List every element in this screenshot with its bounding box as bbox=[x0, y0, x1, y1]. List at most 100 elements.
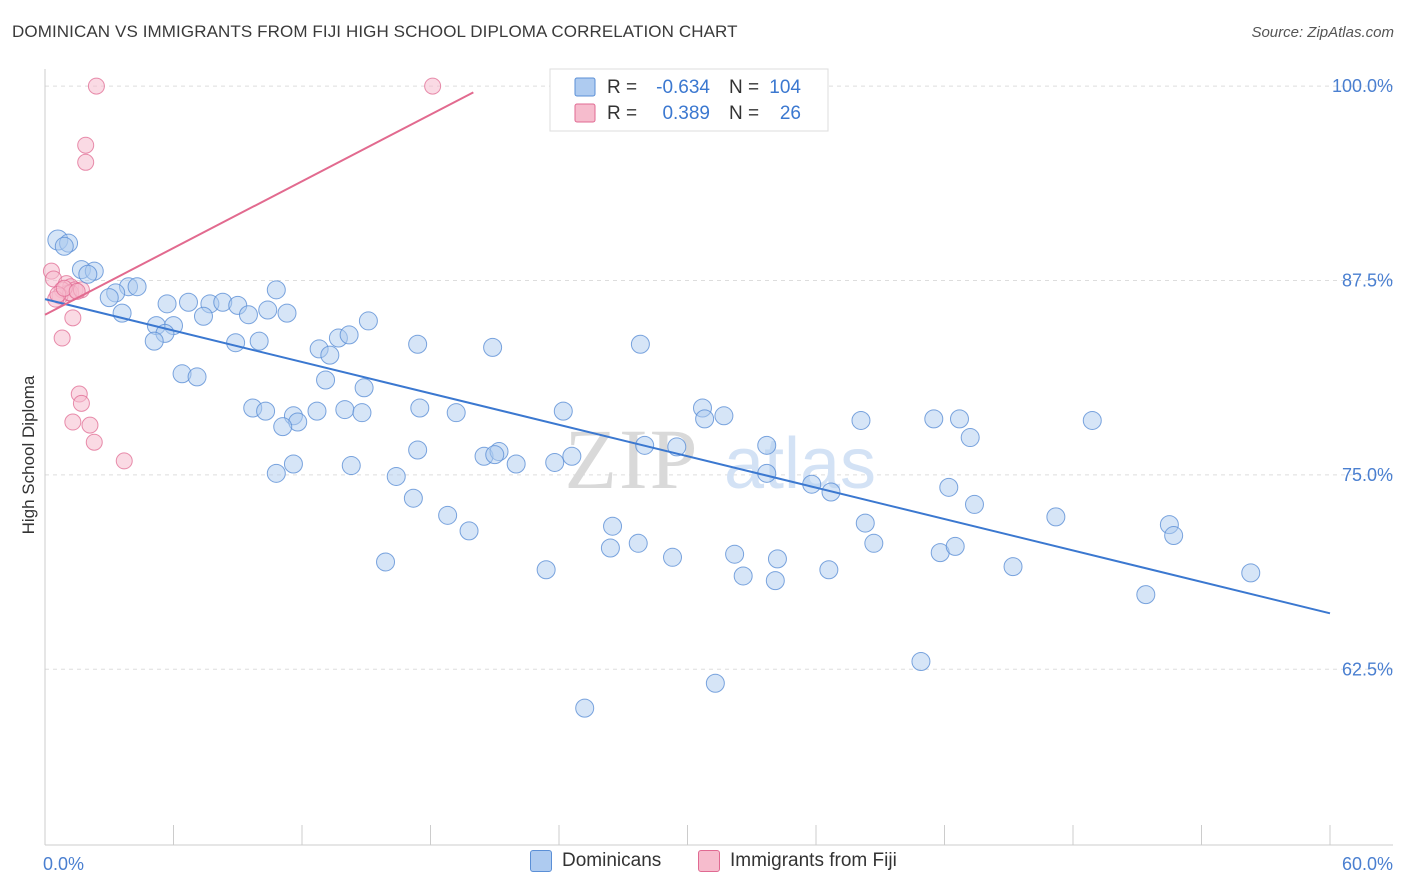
fiji-point bbox=[77, 153, 95, 171]
dominican-point bbox=[725, 544, 745, 564]
dominican-point bbox=[54, 236, 74, 256]
watermark-zip: ZIP bbox=[565, 411, 700, 507]
dominican-point bbox=[386, 466, 406, 486]
dominican-point bbox=[767, 549, 787, 569]
dominican-point bbox=[714, 406, 734, 426]
legend-item-dominicans[interactable]: Dominicans bbox=[530, 850, 661, 872]
dominican-point bbox=[1164, 526, 1184, 546]
dominican-point bbox=[307, 401, 327, 421]
dominican-point bbox=[178, 292, 198, 312]
dominican-trend-line bbox=[44, 298, 1331, 615]
dominican-point bbox=[663, 547, 683, 567]
dominican-point bbox=[964, 494, 984, 514]
dominican-point bbox=[277, 303, 297, 323]
dominican-point bbox=[266, 280, 286, 300]
legend-swatch-fiji bbox=[698, 850, 720, 872]
dominican-point bbox=[1082, 410, 1102, 430]
dominican-point bbox=[603, 516, 623, 536]
fiji-point bbox=[72, 394, 90, 412]
legend-r-value-1: -0.634 bbox=[656, 77, 710, 98]
fiji-point bbox=[85, 433, 103, 451]
chart-title: DOMINICAN VS IMMIGRANTS FROM FIJI HIGH S… bbox=[12, 22, 738, 41]
source-label: Source: ZipAtlas.com bbox=[1251, 24, 1394, 41]
dominican-point bbox=[628, 533, 648, 553]
dominican-point bbox=[335, 400, 355, 420]
legend-n-value-2: 26 bbox=[780, 103, 801, 124]
dominican-point bbox=[283, 454, 303, 474]
dominican-point bbox=[226, 333, 246, 353]
dominican-point bbox=[757, 435, 777, 455]
dominican-point bbox=[483, 337, 503, 357]
dominican-point bbox=[695, 409, 715, 429]
trend-lines bbox=[44, 91, 1331, 615]
dominican-point bbox=[438, 505, 458, 525]
dominican-point bbox=[1241, 563, 1261, 583]
dominican-point bbox=[705, 673, 725, 693]
y-axis-label: High School Diploma bbox=[19, 375, 38, 534]
legend-n-value-1: 104 bbox=[769, 77, 801, 98]
fiji-point bbox=[424, 77, 442, 95]
dominican-point bbox=[358, 311, 378, 331]
dominican-point bbox=[266, 463, 286, 483]
dominican-point bbox=[273, 417, 293, 437]
dominican-point bbox=[238, 305, 258, 325]
dominican-point bbox=[316, 370, 336, 390]
legend-n-label-1: N = bbox=[729, 77, 759, 98]
dominican-point bbox=[408, 440, 428, 460]
dominican-point bbox=[949, 409, 969, 429]
dominican-point bbox=[144, 331, 164, 351]
dominican-point bbox=[851, 410, 871, 430]
dominican-point bbox=[855, 513, 875, 533]
x-tick-label-max: 60.0% bbox=[1342, 854, 1393, 874]
x-tick-labels: 0.0% 60.0% bbox=[43, 854, 1393, 874]
dominican-point bbox=[341, 456, 361, 476]
dominican-point bbox=[536, 560, 556, 580]
fiji-points bbox=[42, 77, 442, 470]
dominican-point bbox=[352, 403, 372, 423]
gridlines bbox=[45, 85, 1393, 670]
dominican-point bbox=[945, 536, 965, 556]
dominican-point bbox=[600, 538, 620, 558]
series-legend: Dominicans Immigrants from Fiji bbox=[0, 850, 1406, 880]
fiji-point bbox=[64, 413, 82, 431]
dominican-point bbox=[403, 488, 423, 508]
dominican-point bbox=[545, 452, 565, 472]
dominican-point bbox=[667, 437, 687, 457]
fiji-trend-line bbox=[44, 91, 474, 316]
dominican-point bbox=[193, 306, 213, 326]
dominican-point bbox=[249, 331, 269, 351]
dominican-point bbox=[1003, 557, 1023, 577]
dominican-point bbox=[410, 398, 430, 418]
dominican-point bbox=[733, 566, 753, 586]
watermark-atlas: atlas bbox=[724, 424, 876, 504]
dominican-point bbox=[506, 454, 526, 474]
legend-label-fiji: Immigrants from Fiji bbox=[730, 850, 897, 871]
dominican-point bbox=[127, 277, 147, 297]
legend-swatch-pink bbox=[574, 103, 596, 123]
dominican-point bbox=[575, 698, 595, 718]
dominican-point bbox=[354, 378, 374, 398]
dominican-point bbox=[78, 264, 98, 284]
stats-legend: R = -0.634 N = 104 R = 0.389 N = 26 bbox=[549, 68, 829, 132]
axes bbox=[44, 69, 1393, 846]
fiji-point bbox=[77, 136, 95, 154]
legend-r-value-2: 0.389 bbox=[662, 103, 710, 124]
dominican-point bbox=[157, 294, 177, 314]
legend-item-fiji[interactable]: Immigrants from Fiji bbox=[698, 850, 897, 872]
dominican-point bbox=[562, 446, 582, 466]
dominican-point bbox=[408, 334, 428, 354]
legend-r-label-2: R = bbox=[607, 103, 637, 124]
dominican-point bbox=[99, 288, 119, 308]
legend-swatch-dominicans bbox=[530, 850, 552, 872]
x-tick-label-min: 0.0% bbox=[43, 854, 84, 874]
dominican-point bbox=[320, 345, 340, 365]
dominican-point bbox=[553, 401, 573, 421]
dominican-point bbox=[924, 409, 944, 429]
fiji-point bbox=[115, 452, 133, 470]
fiji-point bbox=[53, 329, 71, 347]
fiji-point bbox=[81, 416, 99, 434]
dominican-point bbox=[939, 477, 959, 497]
legend-label-dominicans: Dominicans bbox=[562, 850, 662, 871]
dominican-point bbox=[819, 560, 839, 580]
y-tick-label: 75.0% bbox=[1342, 465, 1393, 485]
